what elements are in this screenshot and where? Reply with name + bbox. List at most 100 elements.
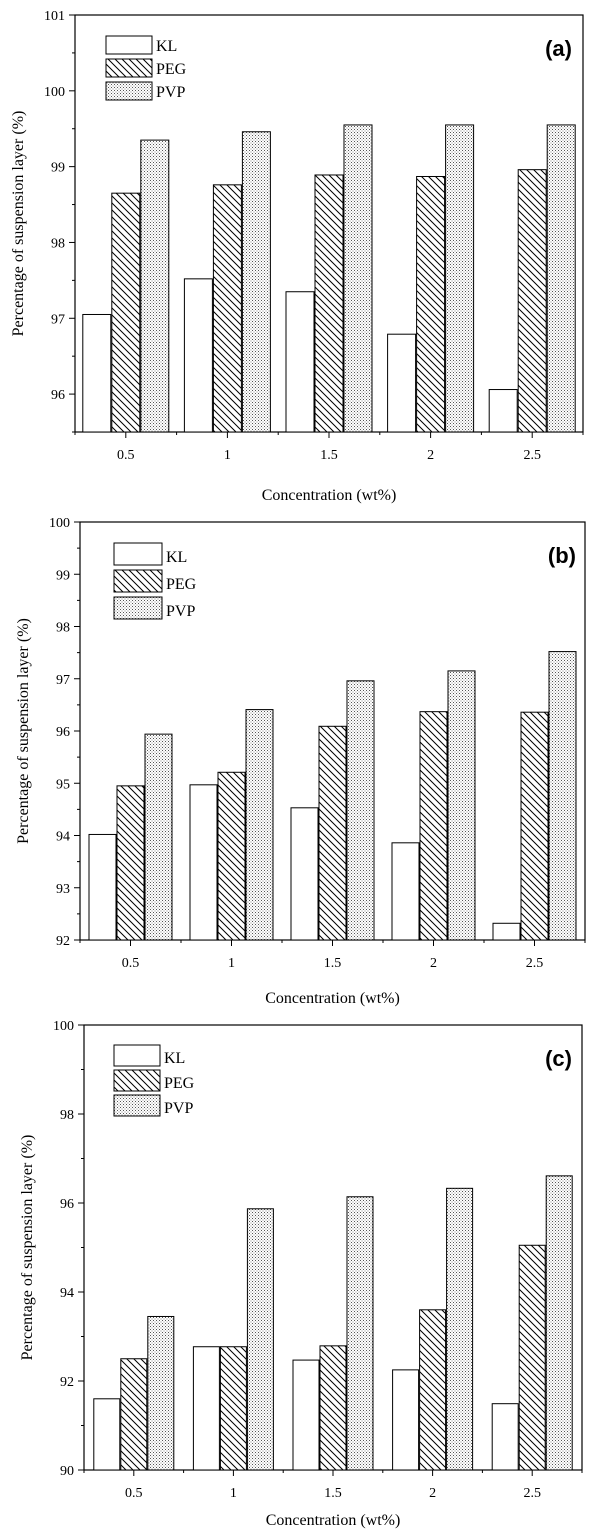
y-tick-label: 93 [56,882,70,897]
bar-kl-2.5 [492,922,521,941]
bar-peg-2 [419,711,448,941]
x-axis-label: Concentration (wt%) [266,1512,401,1529]
bar-kl-1.5 [290,807,319,941]
legend-swatch-kl [105,35,153,55]
bars [88,651,577,941]
bar-kl-2 [392,1369,420,1471]
legend-swatch-pvp [113,1094,161,1117]
bar-pvp-2.5 [545,1175,573,1471]
bar-pvp-1.5 [343,124,373,433]
bar-pvp-1 [241,131,271,433]
bar-peg-0.5 [116,785,145,941]
bar-pvp-1.5 [346,680,375,941]
x-tick-label: 2.5 [523,1486,541,1501]
bar-peg-2.5 [517,169,547,433]
bar-pvp-2 [446,1187,474,1471]
bar-pvp-0.5 [147,1315,175,1471]
y-tick-label: 96 [56,725,70,740]
legend-label-peg: PEG [156,61,187,78]
x-tick-label: 0.5 [125,1486,143,1501]
bar-peg-2.5 [520,711,549,941]
y-tick-label: 92 [60,1375,74,1390]
x-tick-label: 0.5 [117,448,135,463]
bar-kl-1 [189,784,218,941]
bar-pvp-1 [245,709,274,941]
y-axis: 96 97 98 99 100 101 [44,9,75,433]
bar-pvp-1.5 [346,1196,374,1471]
bar-peg-1 [217,771,246,941]
x-tick-label: 2 [430,956,437,971]
bar-kl-0.5 [88,833,117,941]
x-tick-label: 1.5 [320,448,338,463]
legend: KL PEG PVP [105,35,187,101]
x-axis-label: Concentration (wt%) [265,990,400,1007]
x-tick-label: 2.5 [526,956,544,971]
bar-pvp-2 [445,124,475,433]
bar-peg-2 [419,1309,447,1471]
legend-swatch-kl [113,542,163,566]
bar-kl-2 [387,333,417,433]
legend: KL PEG PVP [113,542,197,620]
panel-label: (b) [548,543,576,568]
bar-pvp-1 [246,1208,274,1471]
legend-swatch-peg [113,569,163,593]
bar-pvp-0.5 [140,139,170,433]
y-axis-label: Percentage of suspension layer (%) [19,1135,36,1361]
bar-kl-1 [183,278,213,433]
x-axis: 0.5 1 1.5 2 2.5 [83,1470,583,1501]
y-tick-label: 94 [60,1286,74,1301]
legend-label-kl: KL [166,549,187,566]
chart-panel-3: 90 92 94 96 98 100 Percentage of suspension la… [19,1019,583,1529]
bar-peg-0.5 [111,192,141,433]
legend-label-kl: KL [164,1050,185,1067]
bar-peg-1.5 [314,174,344,433]
x-tick-label: 0.5 [122,956,140,971]
y-axis: 92 93 94 95 96 97 98 99 100 [49,516,80,949]
legend-swatch-peg [105,58,153,78]
bar-peg-0.5 [120,1358,148,1471]
x-axis-label: Concentration (wt%) [262,487,397,504]
legend-label-peg: PEG [164,1075,195,1092]
y-tick-label: 94 [56,830,70,845]
y-tick-label: 95 [56,777,70,792]
y-axis-label: Percentage of suspension layer (%) [15,618,32,844]
y-tick-label: 97 [51,312,65,327]
bar-peg-2 [416,175,446,433]
bar-kl-2 [391,842,420,941]
x-tick-label: 1 [230,1486,237,1501]
legend-label-peg: PEG [166,576,197,593]
bar-peg-1.5 [318,725,347,941]
x-tick-label: 1 [224,448,231,463]
bar-kl-2.5 [491,1403,519,1471]
legend-swatch-peg [113,1069,161,1092]
y-tick-label: 100 [53,1019,74,1034]
y-tick-label: 98 [56,621,70,636]
legend-label-pvp: PVP [164,1100,193,1117]
y-tick-label: 99 [56,568,70,583]
legend-swatch-kl [113,1044,161,1067]
bar-kl-1.5 [285,291,315,433]
bar-pvp-2 [447,670,476,941]
legend-swatch-pvp [113,596,163,620]
y-tick-label: 100 [49,516,70,531]
panel-label: (c) [545,1046,572,1071]
bar-kl-2.5 [488,389,518,433]
y-tick-label: 96 [51,388,65,403]
legend-label-pvp: PVP [156,84,185,101]
bar-pvp-0.5 [144,733,173,941]
bar-kl-0.5 [93,1398,121,1471]
x-tick-label: 2 [429,1486,436,1501]
y-axis: 90 92 94 96 98 100 [53,1019,84,1479]
chart-panel-2: 92 93 94 95 96 97 98 99 100 Percentage of suspens… [15,516,586,1007]
panel-label: (a) [545,36,572,61]
bar-peg-1.5 [319,1345,347,1471]
bar-pvp-2.5 [548,651,577,941]
bar-kl-0.5 [82,313,112,433]
bars [93,1175,573,1471]
bar-kl-1.5 [292,1359,320,1471]
x-tick-label: 1.5 [324,1486,342,1501]
bar-pvp-2.5 [546,124,576,433]
x-axis: 0.5 1 1.5 2 2.5 [74,432,584,463]
x-tick-label: 1 [228,956,235,971]
legend-label-kl: KL [156,38,177,55]
